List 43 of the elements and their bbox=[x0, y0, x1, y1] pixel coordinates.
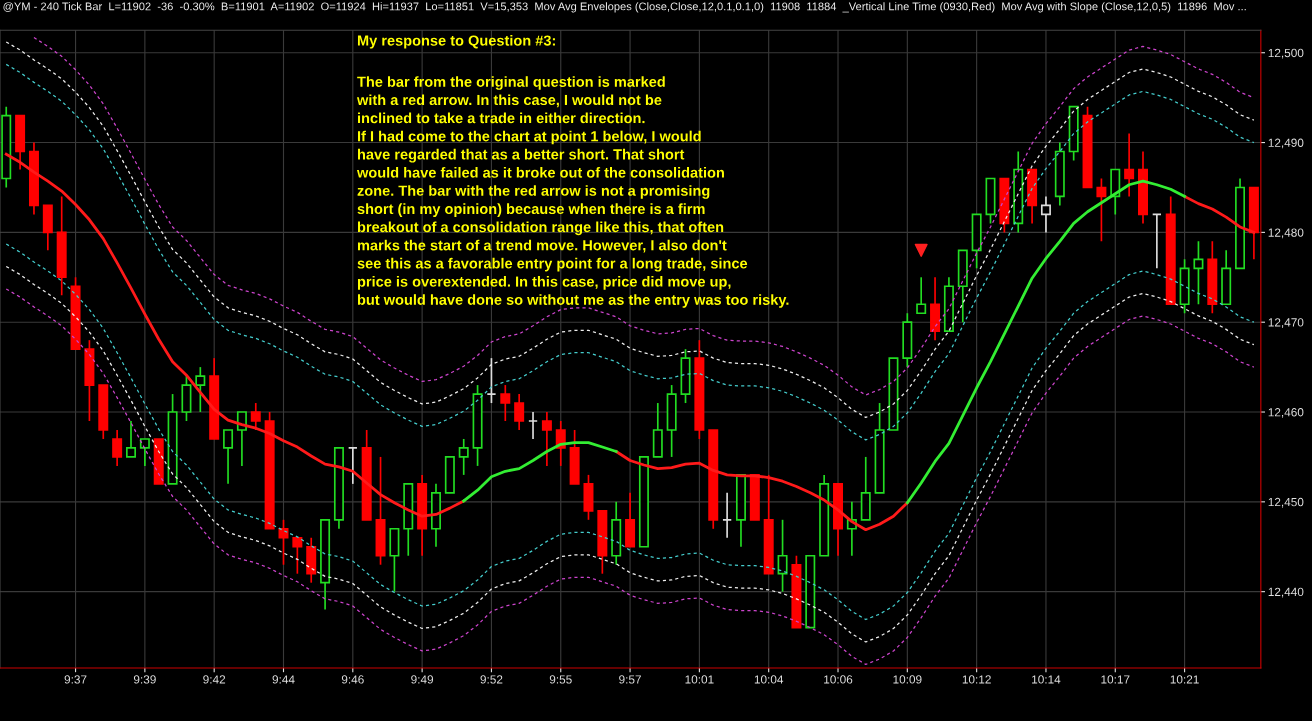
x-tick-label: 9:55 bbox=[549, 675, 572, 684]
candlestick bbox=[500, 384, 511, 422]
y-tick-label: 12,460 bbox=[1268, 408, 1304, 418]
y-tick-label: 12,500 bbox=[1268, 48, 1304, 59]
candlestick bbox=[195, 366, 206, 413]
y-tick-label: 12,490 bbox=[1268, 138, 1304, 149]
candlestick bbox=[458, 438, 469, 476]
x-tick-label: 10:06 bbox=[824, 675, 853, 684]
candlestick bbox=[1040, 195, 1051, 234]
candlestick bbox=[223, 429, 234, 485]
chart-title: @YM - 240 Tick Bar L=11902 -36 -0.30% B=11901 A=11902 O=11924 Hi=11937 Lo=11851 V=15,353 Mov Avg Envelopes (Close,Close,12,0.1,0.1,0) 11908 11884 _Vertical Line Time (0930,Red) Mov Avg with Slope (Close,12,0,5) 11896 Mov ... bbox=[3, 2, 1246, 13]
x-tick-label: 9:39 bbox=[133, 675, 156, 684]
x-tick-label: 9:42 bbox=[203, 675, 226, 684]
x-tick-label: 9:49 bbox=[411, 675, 434, 684]
candlestick bbox=[1193, 240, 1204, 306]
x-tick-label: 10:12 bbox=[962, 675, 991, 684]
candlestick bbox=[514, 393, 525, 431]
x-tick-label: 10:14 bbox=[1032, 675, 1061, 684]
x-tick-label: 9:44 bbox=[272, 675, 295, 684]
x-tick-label: 10:01 bbox=[685, 675, 714, 684]
candlestick bbox=[916, 276, 927, 315]
y-tick-label: 12,450 bbox=[1268, 497, 1304, 508]
candlestick bbox=[139, 438, 150, 467]
x-tick-label: 10:21 bbox=[1170, 675, 1199, 684]
candlestick bbox=[1124, 132, 1135, 198]
text: The bar from the original question is marked with a red arrow. In this case, I would not be inclined to take a trade in either direction. If I had come to the chart at point 1 below, I would have regarded that as a better short. That short would have failed as it broke out of the consolidation zone. The bar with the red arrow is not a promising short (in my opinion) because when there is a firm breakout of a consolidation range like this, that often marks the start of a trend move. However, I also don't see this as a favorable entry point for a long trade, since price is overextended. In this case, price did move up, but would have done so without me as the entry was too risky. bbox=[356, 76, 789, 308]
x-tick-label: 9:37 bbox=[64, 675, 87, 684]
candlestick bbox=[292, 536, 303, 575]
y-tick-label: 12,470 bbox=[1268, 318, 1304, 328]
x-tick-label: 9:57 bbox=[619, 675, 641, 684]
y-tick-label: 12,480 bbox=[1268, 228, 1304, 239]
x-tick-label: 10:17 bbox=[1101, 675, 1130, 684]
y-tick-label: 12,440 bbox=[1268, 587, 1304, 598]
candlestick bbox=[112, 429, 123, 467]
annotation: My response to Question #3: bbox=[357, 35, 555, 49]
candlestick bbox=[126, 420, 136, 458]
x-tick-label: 10:09 bbox=[893, 675, 922, 684]
candlestick bbox=[1096, 177, 1107, 243]
candlestick bbox=[777, 518, 788, 593]
x-tick-label: 9:52 bbox=[480, 675, 503, 684]
candlestick bbox=[541, 411, 552, 467]
x-tick-label: 10:04 bbox=[754, 675, 784, 684]
x-tick-label: 9:46 bbox=[341, 675, 364, 684]
